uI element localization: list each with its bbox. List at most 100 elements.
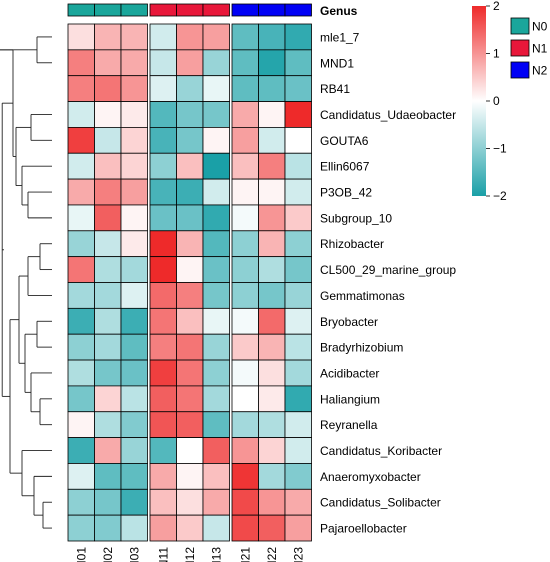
heatmap-cell [258, 514, 286, 542]
heatmap-cell [202, 256, 230, 283]
heatmap-cell [149, 152, 177, 180]
heatmap-cell [284, 152, 312, 180]
heatmap-cell [120, 127, 148, 154]
heatmap-cell [202, 49, 230, 77]
heatmap-cell [67, 411, 95, 439]
heatmap-cell [258, 488, 286, 516]
heatmap-cell [149, 49, 177, 77]
heatmap-cell [231, 514, 259, 542]
heatmap-cell [120, 437, 148, 464]
heatmap-cell [284, 256, 312, 283]
heatmap-cell [67, 49, 95, 77]
heatmap-cell [120, 385, 148, 413]
heatmap-cell [67, 333, 95, 361]
heatmap-cell [67, 204, 95, 232]
heatmap-cell [202, 411, 230, 439]
row-label: Reyranella [320, 418, 378, 432]
heatmap-cell [120, 333, 148, 361]
colorbar-tick-label: 2 [493, 0, 500, 13]
heatmap-cell [120, 359, 148, 387]
heatmap-cell [67, 178, 95, 206]
heatmap-cell [176, 333, 204, 361]
column-annotation-bar [67, 3, 312, 17]
row-label: GOUTA6 [320, 134, 369, 148]
heatmap-cell [149, 411, 177, 439]
colorbar-tick-label: 0 [493, 94, 500, 108]
legend-label: N2 [532, 64, 548, 78]
heatmap-cell [202, 488, 230, 516]
heatmap-cell [258, 23, 286, 51]
heatmap-cell [258, 282, 286, 309]
heatmap-cell [176, 488, 204, 516]
heatmap-cell [149, 437, 177, 464]
heatmap-cell [149, 204, 177, 232]
heatmap-cell [120, 307, 148, 335]
annotation-cell [67, 3, 95, 17]
heatmap-cell [284, 178, 312, 206]
column-label: N01 [74, 547, 88, 562]
heatmap-cell [67, 307, 95, 335]
heatmap-cell [258, 333, 286, 361]
heatmap-cell [94, 488, 122, 516]
heatmap-cell [67, 256, 95, 283]
heatmap-cell [120, 411, 148, 439]
column-label: N02 [101, 547, 115, 562]
legend-swatch [510, 39, 530, 57]
heatmap-cell [284, 101, 312, 128]
heatmap-cell [284, 411, 312, 439]
heatmap-cell [231, 204, 259, 232]
row-label: Acidibacter [320, 366, 379, 380]
heatmap-cell [176, 256, 204, 283]
heatmap-cell [120, 75, 148, 102]
heatmap-cell [67, 463, 95, 490]
heatmap-cell [120, 101, 148, 128]
heatmap-cell [94, 463, 122, 490]
heatmap-cell [284, 333, 312, 361]
heatmap-cell [202, 385, 230, 413]
heatmap-cell [176, 127, 204, 154]
heatmap-cell [94, 178, 122, 206]
heatmap-cell [94, 49, 122, 77]
row-label: Candidatus_Udaeobacter [320, 108, 456, 122]
heatmap-cell [94, 333, 122, 361]
heatmap-cell [202, 463, 230, 490]
heatmap-cell [231, 75, 259, 102]
heatmap-cell [149, 282, 177, 309]
heatmap-cell [94, 101, 122, 128]
heatmap-cell [258, 75, 286, 102]
heatmap-cell [176, 152, 204, 180]
column-label: N12 [183, 547, 197, 562]
heatmap-cell [258, 411, 286, 439]
heatmap-cell [202, 101, 230, 128]
heatmap-cell [176, 178, 204, 206]
heatmap-cell [284, 282, 312, 309]
column-label: N13 [209, 547, 223, 562]
heatmap-cell [120, 463, 148, 490]
heatmap-cell [202, 204, 230, 232]
heatmap-cell [231, 127, 259, 154]
legend-label: N1 [532, 42, 548, 56]
heatmap-cell [258, 204, 286, 232]
row-label: Subgroup_10 [320, 211, 392, 225]
heatmap-cell [231, 333, 259, 361]
heatmap-cell [284, 23, 312, 51]
annotation-cell [258, 3, 286, 17]
heatmap-cell [94, 411, 122, 439]
heatmap-cell [284, 127, 312, 154]
heatmap-cell [67, 437, 95, 464]
heatmap-cell [231, 152, 259, 180]
heatmap-cell [149, 488, 177, 516]
row-label: P3OB_42 [320, 186, 372, 200]
heatmap-cell [284, 437, 312, 464]
heatmap-cell [176, 359, 204, 387]
legend-label: N0 [532, 20, 548, 34]
heatmap-cell [120, 256, 148, 283]
heatmap-cell [176, 23, 204, 51]
heatmap-cell [231, 411, 259, 439]
heatmap-cell [202, 514, 230, 542]
heatmap-cell [149, 333, 177, 361]
heatmap-cell [258, 463, 286, 490]
colorbar-gradient [472, 6, 486, 196]
heatmap-cell [231, 178, 259, 206]
